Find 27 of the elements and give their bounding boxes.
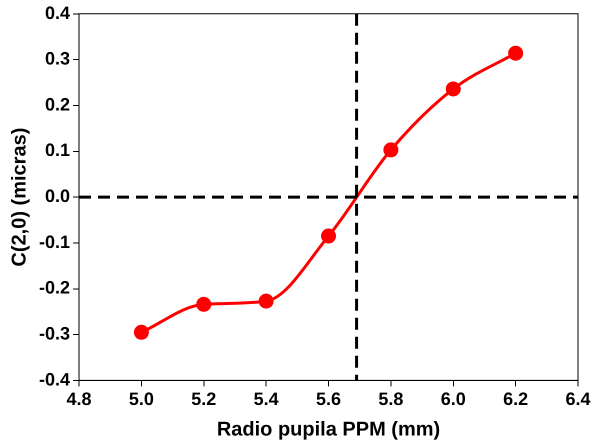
y-tick-label: -0.3: [38, 324, 70, 344]
y-tick-label: 0.1: [44, 140, 70, 160]
y-axis-title: C(2,0) (micras): [8, 128, 31, 267]
point: [383, 142, 398, 158]
x-tick-label: 5.8: [378, 389, 404, 410]
x-tick-label: 6.2: [503, 389, 528, 410]
x-axis-title: Radio pupila PPM (mm): [216, 418, 440, 441]
x-tick-label: 6.0: [440, 389, 466, 410]
point: [321, 228, 336, 244]
y-tick-label: 0.4: [44, 2, 70, 23]
y-tick-label: -0.1: [38, 232, 70, 252]
x-tick-label: 4.8: [66, 389, 92, 410]
point: [446, 81, 461, 96]
x-tick-label: 5.6: [316, 389, 342, 410]
point: [508, 46, 524, 61]
point: [258, 294, 274, 309]
point: [134, 324, 149, 340]
y-tick-label: 0.0: [44, 186, 70, 206]
x-tick-label: 5.4: [254, 389, 279, 410]
y-tick-label: 0.2: [44, 94, 70, 114]
y-tick-label: -0.4: [38, 369, 70, 390]
y-tick-label: -0.2: [38, 278, 70, 298]
x-tick-label: 5.0: [128, 389, 154, 410]
y-tick-label: 0.3: [44, 48, 70, 69]
point: [196, 296, 212, 312]
x-tick-label: 6.4: [565, 389, 591, 410]
x-tick-label: 5.2: [191, 389, 216, 410]
